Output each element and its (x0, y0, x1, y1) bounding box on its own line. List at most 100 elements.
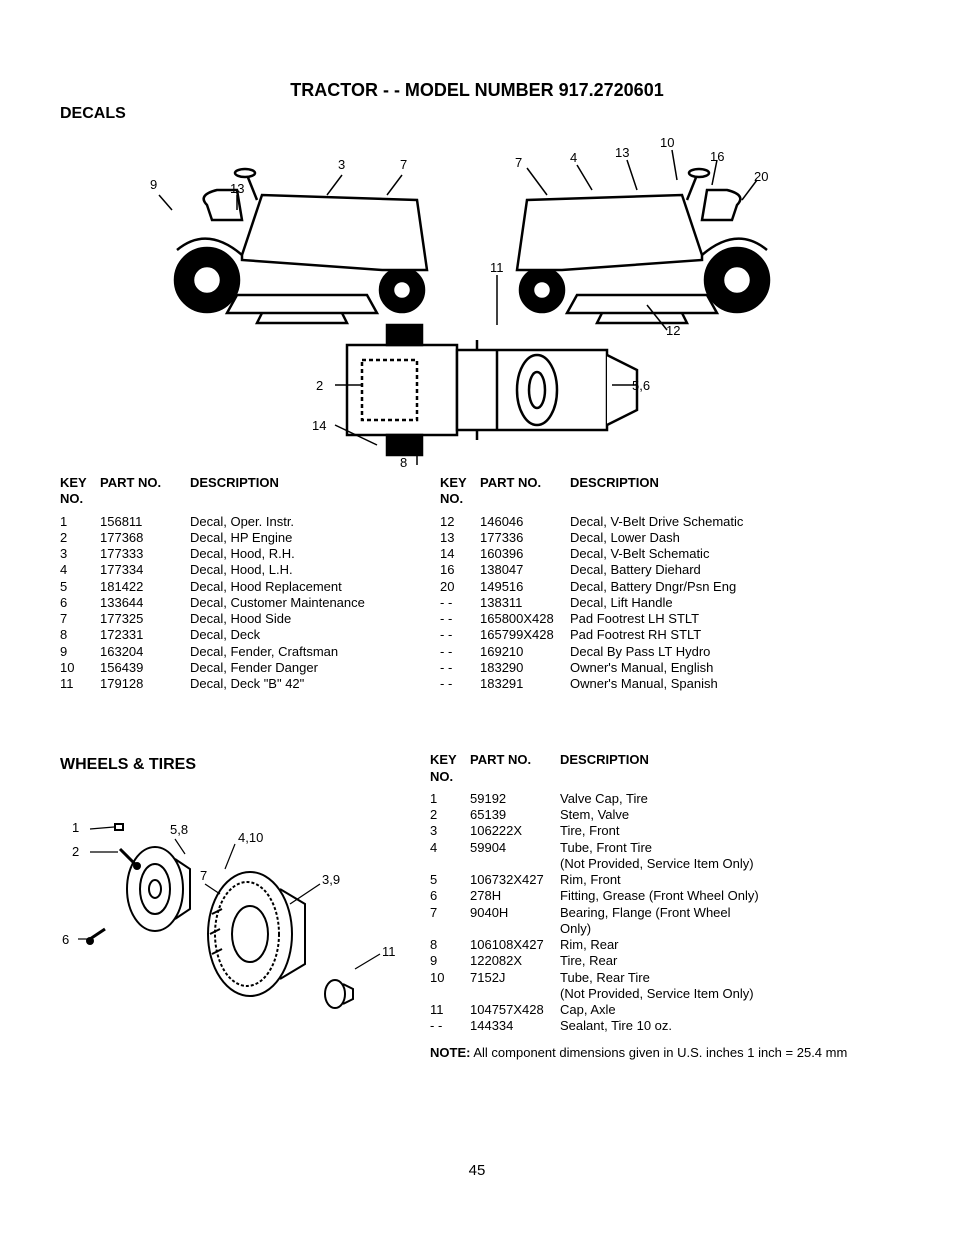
callout-2: 2 (316, 378, 323, 393)
cell-part: 7152J (470, 970, 560, 986)
callout-13a: 13 (230, 181, 244, 196)
cell-key: 1 (60, 514, 100, 530)
cell-desc: (Not Provided, Service Item Only) (560, 856, 894, 872)
cell-key: 16 (440, 562, 480, 578)
cell-part: 146046 (480, 514, 570, 530)
wcallout-7: 7 (200, 868, 207, 883)
cell-key: 7 (430, 905, 470, 921)
table-row: - -169210Decal By Pass LT Hydro (440, 644, 820, 660)
cell-key: 8 (60, 627, 100, 643)
callout-7a: 7 (400, 157, 407, 172)
cell-desc: Decal, Hood Replacement (190, 579, 410, 595)
callout-16: 16 (710, 149, 724, 164)
cell-part: 160396 (480, 546, 570, 562)
cell-key: 6 (430, 888, 470, 904)
cell-key: - - (440, 627, 480, 643)
cell-key: 1 (430, 791, 470, 807)
callout-3: 3 (338, 157, 345, 172)
cell-key: 7 (60, 611, 100, 627)
cell-desc: Decal, Hood, L.H. (190, 562, 410, 578)
cell-part: 133644 (100, 595, 190, 611)
cell-desc: Decal, Deck (190, 627, 410, 643)
cell-part: 169210 (480, 644, 570, 660)
table-row: 11104757X428Cap, Axle (430, 1002, 894, 1018)
wcallout-410: 4,10 (238, 830, 263, 845)
table-row: 9122082XTire, Rear (430, 953, 894, 969)
callout-10: 10 (660, 135, 674, 150)
wcallout-39: 3,9 (322, 872, 340, 887)
page-content: TRACTOR - - MODEL NUMBER 917.2720601 DEC… (0, 0, 954, 1100)
wcallout-6: 6 (62, 932, 69, 947)
cell-part: 65139 (470, 807, 560, 823)
cell-desc: Decal By Pass LT Hydro (570, 644, 820, 660)
decals-tables: KEY NO. PART NO. DESCRIPTION 1156811Deca… (60, 475, 894, 692)
table-row: - -165799X428Pad Footrest RH STLT (440, 627, 820, 643)
cell-key: - - (440, 676, 480, 692)
cell-desc: Decal, V-Belt Schematic (570, 546, 820, 562)
cell-key: 5 (430, 872, 470, 888)
cell-key: 3 (60, 546, 100, 562)
table-row: 11179128Decal, Deck "B" 42" (60, 676, 410, 692)
header-part-r: PART NO. (480, 475, 570, 508)
cell-desc: Rim, Rear (560, 937, 894, 953)
cell-key: 9 (430, 953, 470, 969)
cell-desc: Tube, Rear Tire (560, 970, 894, 986)
cell-part: 177368 (100, 530, 190, 546)
cell-key: 2 (60, 530, 100, 546)
cell-key: - - (430, 1018, 470, 1034)
decals-table-left: KEY NO. PART NO. DESCRIPTION 1156811Deca… (60, 475, 410, 692)
table-row: - -183291Owner's Manual, Spanish (440, 676, 820, 692)
table-row: 459904Tube, Front Tire (430, 840, 894, 856)
wcallout-11: 11 (382, 944, 396, 959)
cell-desc: Decal, Lift Handle (570, 595, 820, 611)
wcallout-58: 5,8 (170, 822, 188, 837)
table-row: 265139Stem, Valve (430, 807, 894, 823)
cell-part: 144334 (470, 1018, 560, 1034)
cell-part: 177333 (100, 546, 190, 562)
cell-key: 13 (440, 530, 480, 546)
cell-key: 4 (60, 562, 100, 578)
cell-part (470, 986, 560, 1002)
table-row: - -144334Sealant, Tire 10 oz. (430, 1018, 894, 1034)
wheader-key: KEY NO. (430, 752, 470, 785)
table-row: 10156439Decal, Fender Danger (60, 660, 410, 676)
cell-part: 106108X427 (470, 937, 560, 953)
cell-desc: Pad Footrest LH STLT (570, 611, 820, 627)
cell-part: 106732X427 (470, 872, 560, 888)
cell-key: 20 (440, 579, 480, 595)
cell-key: - - (440, 595, 480, 611)
wheader-part: PART NO. (470, 752, 560, 785)
cell-key: 12 (440, 514, 480, 530)
cell-part: 149516 (480, 579, 570, 595)
cell-desc: Decal, V-Belt Drive Schematic (570, 514, 820, 530)
cell-key (430, 856, 470, 872)
callout-14: 14 (312, 418, 326, 433)
cell-key: 6 (60, 595, 100, 611)
cell-part: 138047 (480, 562, 570, 578)
wheels-table: KEY NO. PART NO. DESCRIPTION 159192Valve… (430, 752, 894, 1034)
cell-part: 183290 (480, 660, 570, 676)
decals-diagram: 9 13 3 7 7 4 13 10 16 20 12 11 2 14 8 5,… (60, 135, 894, 465)
header-desc: DESCRIPTION (190, 475, 410, 508)
table-row: 6133644Decal, Customer Maintenance (60, 595, 410, 611)
callout-20: 20 (754, 169, 768, 184)
wcallout-2: 2 (72, 844, 79, 859)
header-key: KEY NO. (60, 475, 100, 508)
table-row: 5106732X427Rim, Front (430, 872, 894, 888)
callout-4: 4 (570, 150, 577, 165)
table-row: 3177333Decal, Hood, R.H. (60, 546, 410, 562)
cell-desc: Tube, Front Tire (560, 840, 894, 856)
cell-desc: Decal, Fender Danger (190, 660, 410, 676)
table-row: 8106108X427Rim, Rear (430, 937, 894, 953)
cell-desc: Decal, Fender, Craftsman (190, 644, 410, 660)
cell-part: 165799X428 (480, 627, 570, 643)
table-row: 2177368Decal, HP Engine (60, 530, 410, 546)
cell-desc: Fitting, Grease (Front Wheel Only) (560, 888, 894, 904)
cell-desc: Valve Cap, Tire (560, 791, 894, 807)
cell-desc: Decal, Hood, R.H. (190, 546, 410, 562)
table-row: 13177336Decal, Lower Dash (440, 530, 820, 546)
callout-13b: 13 (615, 145, 629, 160)
table-row: (Not Provided, Service Item Only) (430, 986, 894, 1002)
cell-part: 172331 (100, 627, 190, 643)
cell-key: - - (440, 644, 480, 660)
